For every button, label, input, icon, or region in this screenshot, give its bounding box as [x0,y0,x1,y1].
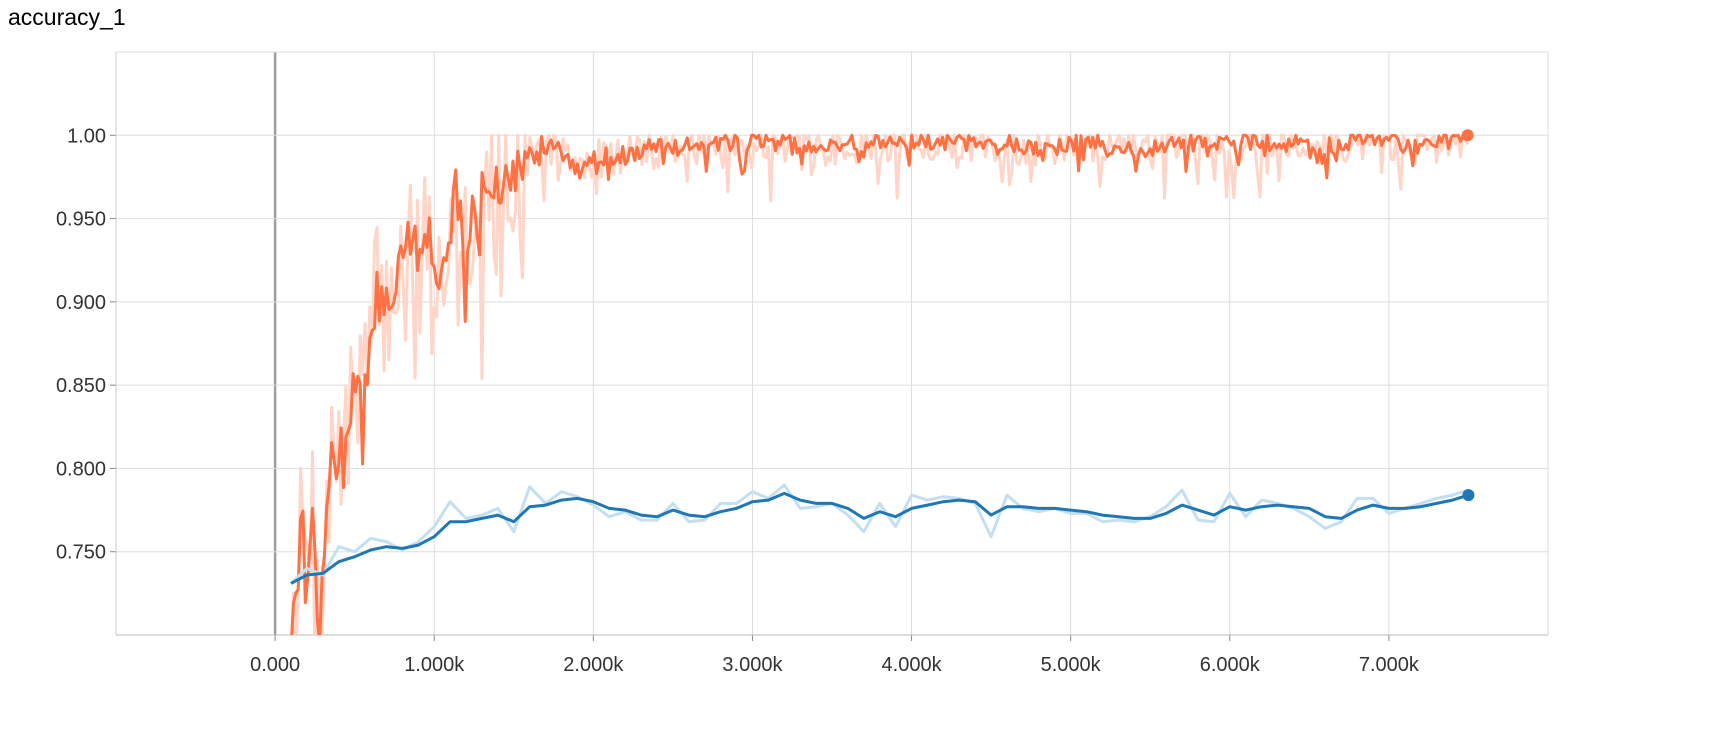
y-tick-label: 0.900 [56,292,106,314]
x-tick-label: 0.000 [250,654,300,676]
chart-title: accuracy_1 [8,4,126,30]
y-tick-label: 0.850 [56,375,106,397]
end-markers [1461,129,1475,502]
y-tick-label: 0.800 [56,458,106,480]
x-tick-label: 2.000k [563,654,624,676]
x-tick-label: 1.000k [404,654,465,676]
x-tick-label: 5.000k [1041,654,1102,676]
series-layer [289,133,1469,635]
x-tick-label: 6.000k [1200,654,1261,676]
y-tick-label: 0.750 [56,542,106,564]
axes [110,51,1549,641]
x-tick-label: 7.000k [1359,654,1420,676]
series-1-end-point [1462,489,1475,502]
x-tick-label: 4.000k [882,654,943,676]
series-1-raw-line [289,483,1469,585]
series-1-smoothed-line [290,491,1469,585]
series-0-smoothed-line [290,133,1469,635]
series-0-end-point [1461,129,1474,142]
tick-labels: 0.000 1.000k 2.000k 3.000k 4.000k 5.000k 6.000… [56,125,1420,676]
x-tick-label: 3.000k [722,654,783,676]
series-0-raw-line [290,133,1469,635]
y-tick-label: 1.00 [67,125,106,147]
y-tick-label: 0.950 [56,209,106,231]
